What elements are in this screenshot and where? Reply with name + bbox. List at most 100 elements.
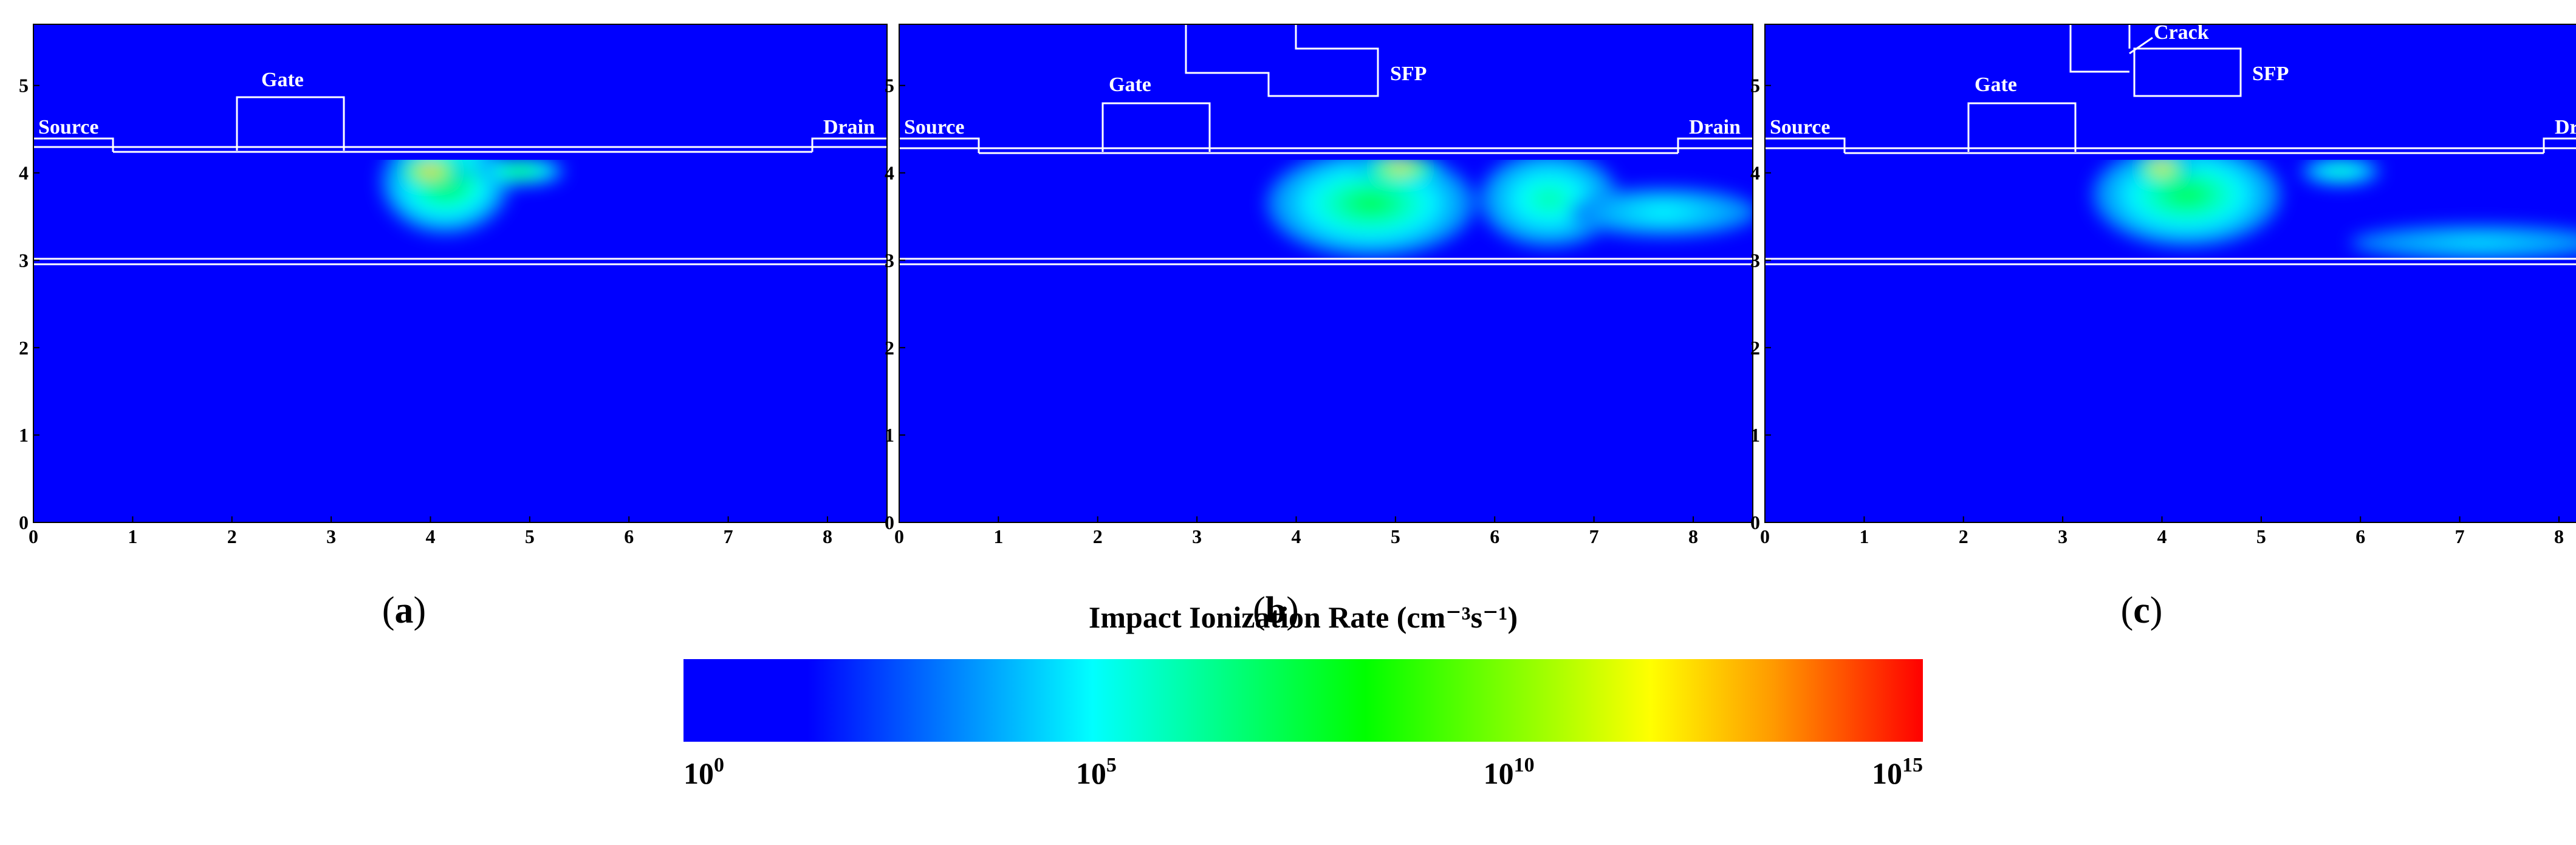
colorbar-tick-label: 100 [683, 754, 724, 790]
label-drain: Drain [1689, 116, 1741, 139]
x-tick-label: 4 [425, 525, 435, 547]
plot-area [1765, 24, 2576, 522]
y-tick-label: 5 [885, 75, 894, 97]
y-tick-label: 3 [19, 249, 29, 271]
panel-label-a-close: ) [414, 590, 426, 631]
hotspot-3-band-5 [2458, 239, 2501, 246]
y-tick-label: 2 [19, 337, 29, 358]
colorbar-tick-label: 1015 [1872, 754, 1923, 790]
label-source: Source [904, 116, 964, 139]
x-tick-label: 3 [2058, 525, 2067, 547]
x-tick-label: 2 [1959, 525, 1968, 547]
y-tick-label: 1 [19, 424, 29, 446]
y-tick-label: 1 [1750, 424, 1760, 446]
label-drain: Drain [823, 116, 875, 139]
y-tick-label: 0 [19, 511, 29, 533]
panel-label-b-letter: b [1266, 590, 1286, 631]
panel-label-b-open: ( [1253, 590, 1266, 631]
x-tick-label: 7 [2455, 525, 2465, 547]
y-tick-label: 2 [885, 337, 894, 358]
hotspot-2-band-5 [512, 168, 527, 174]
x-tick-label: 8 [1688, 525, 1698, 547]
y-tick-label: 4 [1750, 162, 1760, 184]
hotspot-layer [1266, 159, 1753, 258]
device-outline [899, 24, 1753, 265]
colorbar-gradient [683, 659, 1923, 742]
device-outline [1765, 24, 2576, 154]
hotspot-1-band-5 [424, 168, 437, 174]
y-tick-label: 4 [885, 162, 894, 184]
x-tick-label: 0 [894, 525, 904, 547]
gate-electrode-outline [1967, 102, 2077, 152]
hotspot-3-band-5 [1648, 208, 1679, 217]
plot-frame [1764, 24, 2576, 523]
panel-label-b: (b) [1253, 590, 1299, 631]
x-tick-label: 0 [1760, 525, 1770, 547]
y-tick-label: 2 [1750, 337, 1760, 358]
x-tick-label: 3 [326, 525, 336, 547]
gate-electrode-outline [1101, 102, 1211, 152]
y-axis: 0 1 2 3 4 5 [1750, 75, 1771, 533]
x-tick-label: 5 [2256, 525, 2266, 547]
drain-electrode-outline [2543, 137, 2576, 153]
panel-label-c: (c) [2121, 590, 2163, 631]
device-outline [33, 96, 887, 265]
panel-label-a: (a) [382, 590, 426, 631]
colorbar-ticks: 100 105 1010 1015 [683, 754, 1923, 790]
colorbar-tick-base: 10 [1076, 756, 1106, 790]
x-axis: 0 1 2 3 4 5 6 7 8 [29, 516, 832, 547]
label-gate: Gate [1109, 74, 1151, 96]
sfp-outline [1185, 24, 1379, 97]
label-source: Source [1770, 116, 1830, 139]
colorbar-tick-label: 105 [1076, 754, 1117, 790]
crack-pointer [2129, 36, 2153, 55]
plot-area [899, 24, 1753, 522]
x-tick-label: 3 [1192, 525, 1202, 547]
drain-electrode-outline [811, 137, 887, 152]
hotspot-1-band-5 [1392, 166, 1408, 171]
y-axis: 0 1 2 3 4 5 [19, 75, 39, 533]
colorbar-tick-exponent: 5 [1106, 754, 1117, 776]
gate-electrode-outline [236, 96, 345, 151]
y-tick-label: 1 [885, 424, 894, 446]
panel-label-c-close: ) [2150, 590, 2163, 631]
colorbar-tick-base: 10 [1484, 756, 1514, 790]
hotspot-2-band-5 [1538, 191, 1561, 207]
colorbar-title: Impact Ionization Rate (cm⁻³s⁻¹) [1089, 600, 1518, 634]
y-axis: 0 1 2 3 4 5 [885, 75, 905, 533]
x-tick-label: 1 [128, 525, 137, 547]
label-gate: Gate [1975, 74, 2017, 96]
colorbar-tick-base: 10 [1872, 756, 1902, 790]
x-tick-label: 2 [1093, 525, 1103, 547]
label-source: Source [38, 116, 98, 139]
panel-a: Source Gate Drain 0 1 2 3 4 5 6 7 8 0 1 2 3 4 5 (a) [19, 24, 888, 631]
hotspot-layer [380, 159, 565, 234]
hotspot-1-band-5 [2156, 166, 2168, 171]
panel-b: Source Gate SFP Drain 0 1 2 3 4 5 6 7 8 0 1 2 3 4 5 (… [885, 24, 1753, 631]
colorbar-tick-exponent: 0 [714, 754, 724, 776]
x-tick-label: 4 [2157, 525, 2167, 547]
colorbar-tick-exponent: 15 [1902, 754, 1923, 776]
plot-frame [899, 24, 1753, 523]
crack-region-outline [2069, 24, 2129, 73]
x-tick-label: 6 [624, 525, 634, 547]
y-tick-label: 0 [885, 511, 894, 533]
plot-frame [33, 24, 888, 523]
label-sfp: SFP [1390, 63, 1427, 85]
y-tick-label: 5 [19, 75, 29, 97]
x-tick-label: 8 [823, 525, 832, 547]
x-tick-label: 1 [1859, 525, 1869, 547]
panel-label-b-close: ) [1286, 590, 1299, 631]
panel-label-a-open: ( [382, 590, 395, 631]
x-tick-label: 5 [525, 525, 535, 547]
x-tick-label: 7 [724, 525, 733, 547]
label-sfp: SFP [2252, 63, 2289, 85]
x-tick-label: 1 [993, 525, 1003, 547]
panel-label-c-open: ( [2121, 590, 2134, 631]
x-tick-label: 6 [2355, 525, 2365, 547]
panel-label-a-letter: a [395, 590, 414, 631]
label-crack: Crack [2154, 21, 2209, 44]
y-tick-label: 3 [885, 249, 894, 271]
colorbar-tick-base: 10 [683, 756, 714, 790]
hotspot-0-band-5 [2171, 186, 2203, 204]
